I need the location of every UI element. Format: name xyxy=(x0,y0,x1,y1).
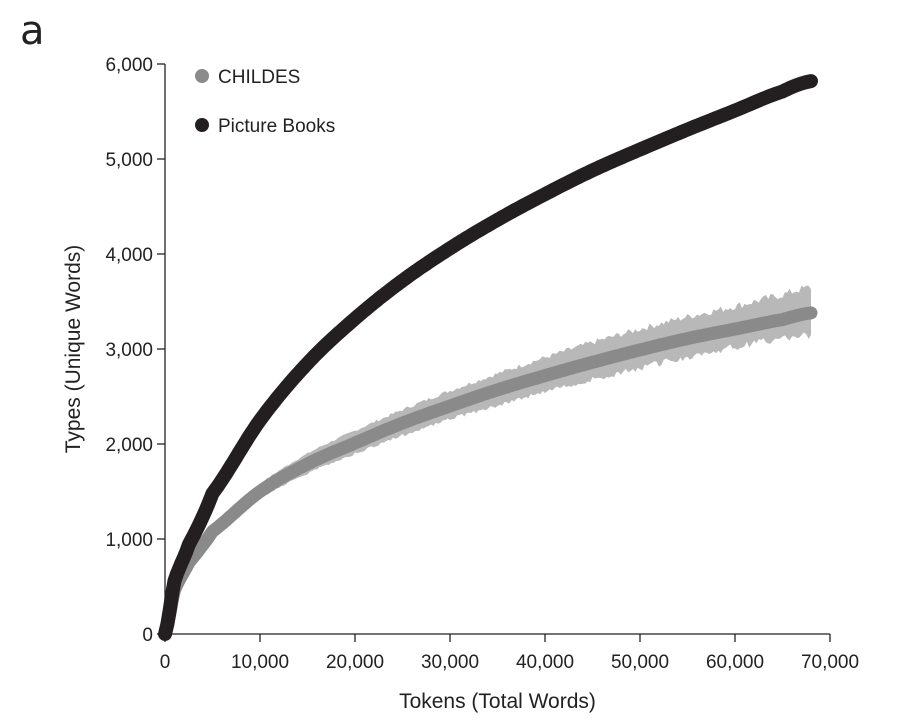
legend-label-picture-books: Picture Books xyxy=(218,116,335,137)
x-tick-label: 10,000 xyxy=(231,652,289,673)
legend-marker-childes xyxy=(195,69,209,83)
x-axis-title: Tokens (Total Words) xyxy=(399,690,596,713)
childes-line xyxy=(158,306,818,641)
y-tick-label: 4,000 xyxy=(105,245,153,266)
x-tick-label: 70,000 xyxy=(801,652,859,673)
x-tick-label: 0 xyxy=(160,652,171,673)
picture-books-line xyxy=(158,74,818,641)
axes xyxy=(164,64,830,635)
y-tick-label: 1,000 xyxy=(105,530,153,551)
y-tick-label: 5,000 xyxy=(105,150,153,171)
y-axis-title: Types (Unique Words) xyxy=(62,245,85,454)
legend-label-childes: CHILDES xyxy=(218,67,300,88)
legend-marker-picture-books xyxy=(195,118,209,132)
x-tick-label: 30,000 xyxy=(421,652,479,673)
y-tick-label: 3,000 xyxy=(105,340,153,361)
x-tick-label: 60,000 xyxy=(706,652,764,673)
legend: CHILDES Picture Books xyxy=(195,67,335,137)
y-tick-label: 2,000 xyxy=(105,435,153,456)
x-tick-label: 20,000 xyxy=(326,652,384,673)
line-layer xyxy=(158,74,818,641)
y-tick-label: 6,000 xyxy=(105,55,153,76)
ticks: 0 1,000 2,000 3,000 4,000 5,000 6,000 0 10,000 20… xyxy=(105,55,859,673)
x-tick-label: 40,000 xyxy=(516,652,574,673)
y-tick-label: 0 xyxy=(142,625,153,646)
panel-label: a xyxy=(20,8,45,54)
x-tick-label: 50,000 xyxy=(611,652,669,673)
